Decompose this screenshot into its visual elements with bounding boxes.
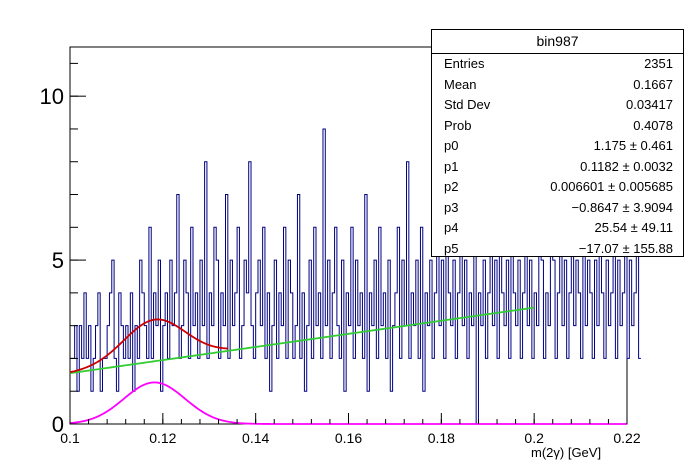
stats-value: 1.175 ± 0.461 bbox=[593, 138, 673, 153]
x-tick-label: 0.14 bbox=[242, 430, 269, 446]
x-tick-label: 0.1 bbox=[60, 430, 80, 446]
stats-value: 2351 bbox=[644, 56, 673, 71]
histogram-steps bbox=[70, 128, 641, 425]
stats-value: 0.03417 bbox=[626, 97, 673, 112]
y-tick-label: 5 bbox=[52, 248, 64, 273]
stats-row-std-dev: Std Dev 0.03417 bbox=[432, 95, 683, 116]
stats-row-prob: Prob 0.4078 bbox=[432, 116, 683, 137]
stats-key: Mean bbox=[444, 76, 477, 92]
stats-key: p2 bbox=[444, 179, 459, 194]
fit-total-curve bbox=[69, 318, 228, 374]
stats-key: p5 bbox=[444, 240, 459, 256]
stats-row-p4: p4 25.54 ± 49.11 bbox=[432, 218, 683, 239]
x-tick-label: 0.12 bbox=[149, 430, 176, 446]
stats-row-p2: p2 0.006601 ± 0.005685 bbox=[432, 177, 683, 198]
stats-key: p4 bbox=[444, 220, 459, 235]
stats-value: 0.4078 bbox=[633, 117, 673, 133]
stats-value: 0.006601 ± 0.005685 bbox=[550, 179, 673, 194]
stats-row-p3: p3 −0.8647 ± 3.9094 bbox=[432, 198, 683, 219]
x-tick-label: 0.2 bbox=[524, 430, 544, 446]
stats-title: bin987 bbox=[432, 30, 683, 54]
stats-value: 0.1667 bbox=[633, 76, 673, 92]
x-tick-label: 0.22 bbox=[613, 430, 640, 446]
stats-key: Prob bbox=[444, 117, 472, 133]
y-tick-label: 10 bbox=[40, 84, 64, 109]
stats-key: Entries bbox=[444, 56, 485, 71]
stats-key: p0 bbox=[444, 138, 459, 153]
stats-row-mean: Mean 0.1667 bbox=[432, 75, 683, 96]
stats-value: −17.07 ± 155.88 bbox=[578, 240, 673, 256]
fit-background-curve bbox=[69, 306, 535, 375]
stats-row-p1: p1 0.1182 ± 0.0032 bbox=[432, 157, 683, 178]
stats-row-entries: Entries 2351 bbox=[432, 54, 683, 75]
y-tick-label: 0 bbox=[52, 412, 64, 437]
stats-key: Std Dev bbox=[444, 97, 491, 112]
x-axis-title: m(2γ) [GeV] bbox=[531, 445, 602, 460]
stats-row-p0: p0 1.175 ± 0.461 bbox=[432, 136, 683, 157]
stats-value: 25.54 ± 49.11 bbox=[594, 220, 673, 235]
stats-value: 0.1182 ± 0.0032 bbox=[580, 158, 673, 174]
x-tick-label: 0.18 bbox=[428, 430, 455, 446]
stats-row-p5: p5 −17.07 ± 155.88 bbox=[432, 239, 683, 260]
stats-value: −0.8647 ± 3.9094 bbox=[571, 199, 673, 215]
stats-box: bin987 Entries 2351 Mean 0.1667 Std Dev 0.034… bbox=[431, 29, 684, 257]
stats-key: p1 bbox=[444, 158, 459, 174]
stats-key: p3 bbox=[444, 199, 459, 215]
x-tick-label: 0.16 bbox=[335, 430, 362, 446]
